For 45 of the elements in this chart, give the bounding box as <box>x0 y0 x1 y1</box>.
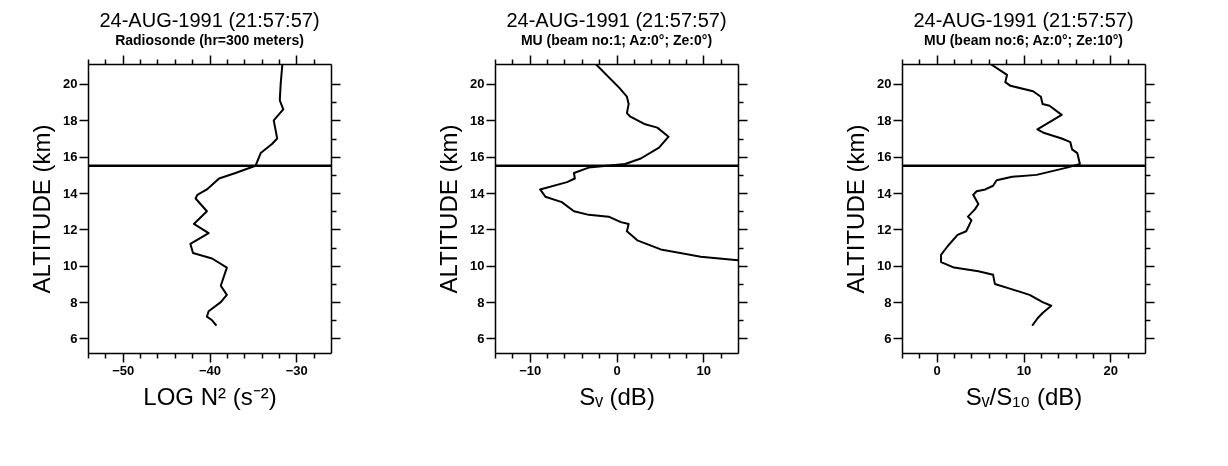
y-tick-label: 10 <box>470 258 485 274</box>
y-tick-label: 16 <box>63 149 78 165</box>
x-tick-label: 0 <box>613 362 621 378</box>
y-tick-label: 8 <box>70 294 78 310</box>
chart-title: 24-AUG-1991 (21:57:57) <box>506 9 727 32</box>
y-tick-label: 14 <box>877 185 893 201</box>
x-tick-label: −40 <box>198 362 222 378</box>
y-tick-label: 6 <box>884 330 892 346</box>
x-tick-label: 10 <box>1016 362 1032 378</box>
y-axis-title: ALTITUDE (km) <box>435 124 463 294</box>
y-tick-label: 20 <box>470 76 485 92</box>
y-tick-label: 12 <box>877 221 892 237</box>
y-tick-label: 6 <box>70 330 78 346</box>
y-tick-label: 12 <box>63 221 78 237</box>
chart-subtitle: MU (beam no:6; Az:0°; Ze:10°) <box>924 32 1123 49</box>
y-axis-title: ALTITUDE (km) <box>842 124 870 294</box>
y-tick-label: 18 <box>877 112 892 128</box>
y-tick-label: 16 <box>877 149 892 165</box>
y-tick-label: 20 <box>63 76 78 92</box>
x-axis-title: Sᵥ/S₁₀ (dB) <box>965 382 1083 410</box>
x-tick-label: 10 <box>696 362 712 378</box>
chart-title: 24-AUG-1991 (21:57:57) <box>99 9 320 32</box>
x-tick-label: −50 <box>112 362 135 378</box>
x-axis-title: Sᵥ (dB) <box>579 382 655 410</box>
x-tick-label: 0 <box>933 362 941 378</box>
y-tick-label: 6 <box>477 330 485 346</box>
x-tick-label: 20 <box>1103 362 1119 378</box>
x-axis-title: LOG N² (s⁻²) <box>143 382 277 410</box>
x-tick-label: −30 <box>285 362 308 378</box>
chart-subtitle: MU (beam no:1; Az:0°; Ze:0°) <box>520 32 713 49</box>
y-tick-label: 14 <box>470 185 486 201</box>
y-tick-label: 18 <box>470 112 485 128</box>
y-tick-label: 20 <box>877 76 892 92</box>
y-axis-title: ALTITUDE (km) <box>28 124 56 294</box>
y-tick-label: 18 <box>63 112 78 128</box>
y-tick-label: 14 <box>63 185 79 201</box>
chart-subtitle: Radiosonde (hr=300 meters) <box>115 32 304 49</box>
y-tick-label: 16 <box>470 149 485 165</box>
chart-title: 24-AUG-1991 (21:57:57) <box>913 9 1134 32</box>
y-tick-label: 8 <box>884 294 892 310</box>
x-tick-label: −10 <box>519 362 542 378</box>
y-tick-label: 10 <box>63 258 78 274</box>
y-tick-label: 8 <box>477 294 485 310</box>
y-tick-label: 10 <box>877 258 892 274</box>
y-tick-label: 12 <box>470 221 485 237</box>
